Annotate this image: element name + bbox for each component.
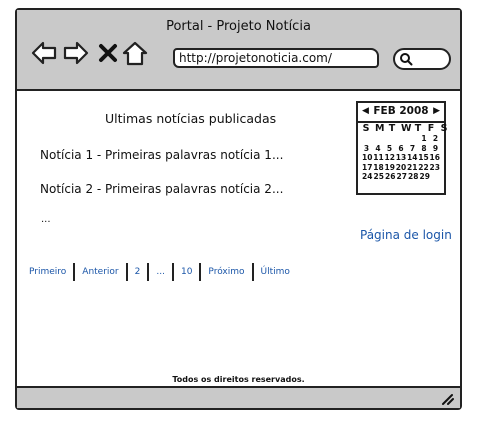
calendar-day[interactable]: 14 — [407, 153, 418, 162]
calendar-day[interactable]: 10 — [362, 153, 373, 162]
calendar-week: 10 11 12 13 14 15 16 — [362, 153, 440, 163]
calendar-day[interactable] — [431, 172, 440, 182]
news-item[interactable]: Notícia 1 - Primeiras palavras notícia 1… — [40, 148, 284, 162]
calendar-day[interactable] — [408, 134, 417, 144]
calendar-week: 1 2 — [362, 134, 440, 144]
prev-month-icon[interactable]: ◀ — [362, 106, 369, 116]
weekday-label: S — [440, 123, 449, 134]
calendar-week: 17 18 19 20 21 22 23 — [362, 163, 440, 173]
calendar-grid: S M T W T F S 1 2 3 — [362, 123, 448, 182]
calendar-day[interactable]: 3 — [363, 143, 370, 153]
calendar-day[interactable]: 18 — [373, 162, 384, 172]
calendar-day[interactable]: 8 — [421, 143, 427, 153]
calendar-month: FEB 2008 — [373, 105, 429, 117]
calendar-day[interactable]: 11 — [373, 153, 384, 162]
calendar-week: 24 25 26 27 28 29 — [362, 172, 440, 182]
calendar-day[interactable]: 15 — [418, 153, 429, 162]
pagination-previous[interactable]: Anterior — [82, 267, 119, 277]
browser-toolbar: Portal - Projeto Notícia — [17, 10, 460, 91]
pagination-last[interactable]: Último — [260, 267, 290, 277]
calendar-day[interactable]: 26 — [385, 172, 396, 181]
resize-grip-icon[interactable] — [440, 391, 454, 405]
pagination-divider — [147, 263, 150, 281]
pagination-divider — [171, 263, 174, 281]
calendar-day[interactable]: 19 — [384, 162, 395, 172]
calendar-day[interactable]: 5 — [386, 143, 393, 153]
calendar-day[interactable] — [385, 134, 394, 144]
page-content: Ultimas notícias publicadas Notícia 1 - … — [17, 89, 460, 386]
calendar-header: ◀ FEB 2008 ▶ — [358, 103, 444, 123]
pagination-divider — [199, 263, 202, 281]
calendar-day[interactable]: 6 — [398, 143, 404, 153]
calendar-day[interactable] — [397, 134, 406, 144]
browser-window: Portal - Projeto Notícia Ultimas notícia… — [15, 8, 462, 410]
weekday-label: T — [414, 123, 423, 134]
news-item[interactable]: Notícia 2 - Primeiras palavras notícia 2… — [40, 182, 284, 196]
search-field[interactable] — [393, 48, 451, 70]
address-bar[interactable] — [173, 48, 379, 68]
calendar-day[interactable]: 16 — [429, 153, 440, 162]
next-month-icon[interactable]: ▶ — [433, 106, 440, 116]
forward-arrow-icon[interactable] — [63, 40, 89, 66]
pagination-next[interactable]: Próximo — [208, 267, 245, 277]
weekday-label: W — [401, 123, 413, 134]
calendar-day[interactable]: 23 — [429, 162, 440, 172]
calendar-day[interactable]: 9 — [432, 143, 439, 153]
calendar-day[interactable]: 1 — [421, 134, 427, 143]
calendar-day[interactable]: 21 — [407, 162, 418, 172]
pagination-page[interactable]: 10 — [180, 267, 193, 277]
back-arrow-icon[interactable] — [31, 40, 57, 66]
calendar-day[interactable]: 22 — [418, 162, 429, 172]
calendar-day[interactable]: 7 — [409, 143, 416, 153]
calendar-day[interactable]: 20 — [395, 162, 407, 172]
calendar-day[interactable]: 29 — [419, 172, 430, 181]
calendar-day[interactable]: 4 — [375, 143, 381, 153]
calendar-day[interactable]: 2 — [432, 134, 439, 143]
weekday-label: S — [362, 123, 371, 134]
page-footer: Todos os direitos reservados. — [172, 375, 305, 384]
search-icon — [400, 53, 413, 66]
pagination-divider — [125, 263, 128, 281]
calendar-weekdays: S M T W T F S — [362, 123, 448, 134]
weekday-label: M — [375, 123, 386, 134]
calendar-day[interactable]: 28 — [408, 172, 419, 181]
calendar-day[interactable] — [362, 134, 371, 144]
calendar-day[interactable]: 17 — [362, 162, 373, 172]
status-bar — [17, 386, 460, 408]
calendar: ◀ FEB 2008 ▶ S M T W T F S — [356, 101, 448, 195]
weekday-label: T — [388, 123, 397, 134]
calendar-day[interactable]: 25 — [373, 172, 384, 181]
stop-icon[interactable] — [95, 40, 121, 66]
pagination-page[interactable]: 2 — [134, 267, 141, 277]
pagination: Primeiro Anterior 2 ... 10 Próximo Últim… — [29, 263, 297, 281]
pagination-divider — [73, 263, 76, 281]
calendar-day[interactable]: 27 — [396, 172, 407, 181]
pagination-first[interactable]: Primeiro — [29, 267, 67, 277]
calendar-day[interactable]: 24 — [362, 172, 373, 181]
pagination-ellipsis: ... — [156, 267, 165, 277]
calendar-week: 3 4 5 6 7 8 9 — [362, 144, 440, 154]
login-link[interactable]: Página de login — [360, 228, 452, 242]
page-heading: Ultimas notícias publicadas — [105, 111, 277, 126]
weekday-label: F — [427, 123, 436, 134]
more-ellipsis: ... — [41, 214, 51, 225]
window-title: Portal - Projeto Notícia — [166, 19, 311, 34]
calendar-day[interactable] — [374, 134, 383, 144]
calendar-day[interactable]: 13 — [395, 153, 407, 162]
pagination-divider — [251, 263, 254, 281]
calendar-day[interactable]: 12 — [384, 153, 395, 162]
home-icon[interactable] — [122, 40, 148, 66]
